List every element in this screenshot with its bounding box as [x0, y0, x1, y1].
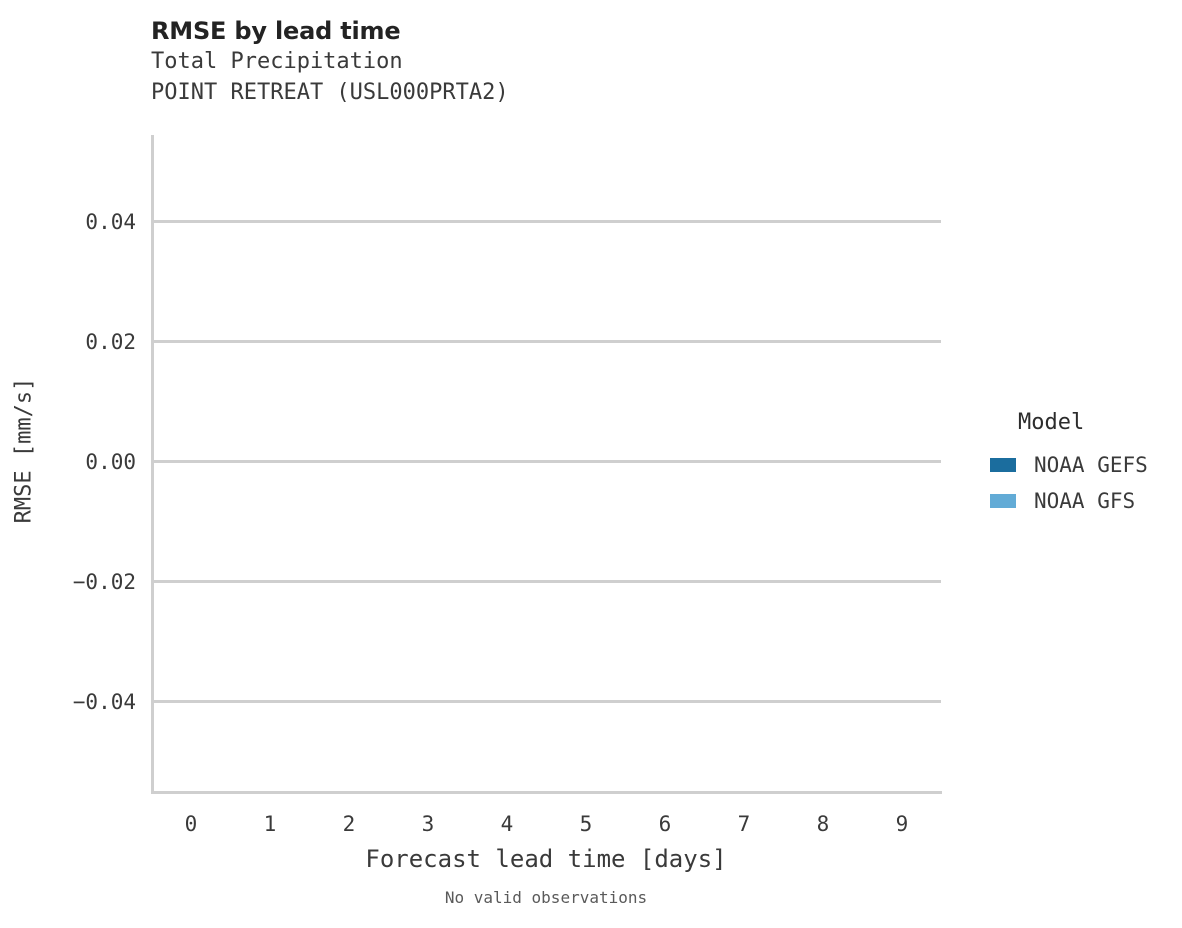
x-axis-label: Forecast lead time [days] — [365, 845, 727, 873]
gridline-0.02 — [151, 340, 941, 343]
x-tick-label-6: 6 — [658, 812, 672, 836]
x-tick-label-9: 9 — [895, 812, 909, 836]
chart-subtitle-variable: Total Precipitation — [151, 49, 403, 74]
x-tick-label-3: 3 — [421, 812, 435, 836]
x-tick-label-7: 7 — [737, 812, 751, 836]
y-tick-label-2: 0.00 — [85, 450, 136, 474]
no-data-note: No valid observations — [444, 888, 648, 907]
x-tick-label-0: 0 — [184, 812, 198, 836]
gridline-0.04 — [151, 220, 941, 223]
x-tick-label-2: 2 — [342, 812, 356, 836]
plot-area — [151, 135, 941, 792]
gridline--0.04 — [151, 700, 941, 703]
title-block: RMSE by lead time Total Precipitation PO… — [151, 16, 851, 108]
page-title: RMSE by lead time — [151, 17, 401, 45]
y-axis-label-text: RMSE [mm/s] — [11, 377, 37, 523]
legend-item-noaa-gfs[interactable]: NOAA GFS — [990, 483, 1175, 519]
y-tick-label-0: 0.04 — [85, 210, 136, 234]
y-tick-label-1: 0.02 — [85, 330, 136, 354]
gridline--0.02 — [151, 580, 941, 583]
legend: Model NOAA GEFS NOAA GFS — [990, 410, 1175, 519]
chart-subtitle-station: POINT RETREAT (USL000PRTA2) — [151, 80, 509, 105]
y-axis-label: RMSE [mm/s] — [4, 330, 44, 570]
legend-item-noaa-gefs[interactable]: NOAA GEFS — [990, 447, 1175, 483]
y-axis-spine — [151, 135, 154, 794]
x-tick-label-1: 1 — [263, 812, 277, 836]
legend-label-noaa-gfs: NOAA GFS — [1034, 489, 1136, 513]
x-tick-label-8: 8 — [816, 812, 830, 836]
x-tick-label-5: 5 — [579, 812, 593, 836]
legend-label-noaa-gefs: NOAA GEFS — [1034, 453, 1148, 477]
x-axis-spine — [151, 791, 942, 794]
gridline-0.00 — [151, 460, 941, 463]
legend-swatch-icon-noaa-gefs — [990, 458, 1016, 472]
x-tick-label-4: 4 — [500, 812, 514, 836]
y-tick-label-3: −0.02 — [72, 570, 136, 594]
y-tick-label-4: −0.04 — [72, 690, 136, 714]
legend-title: Model — [1018, 410, 1085, 435]
legend-swatch-icon-noaa-gfs — [990, 494, 1016, 508]
